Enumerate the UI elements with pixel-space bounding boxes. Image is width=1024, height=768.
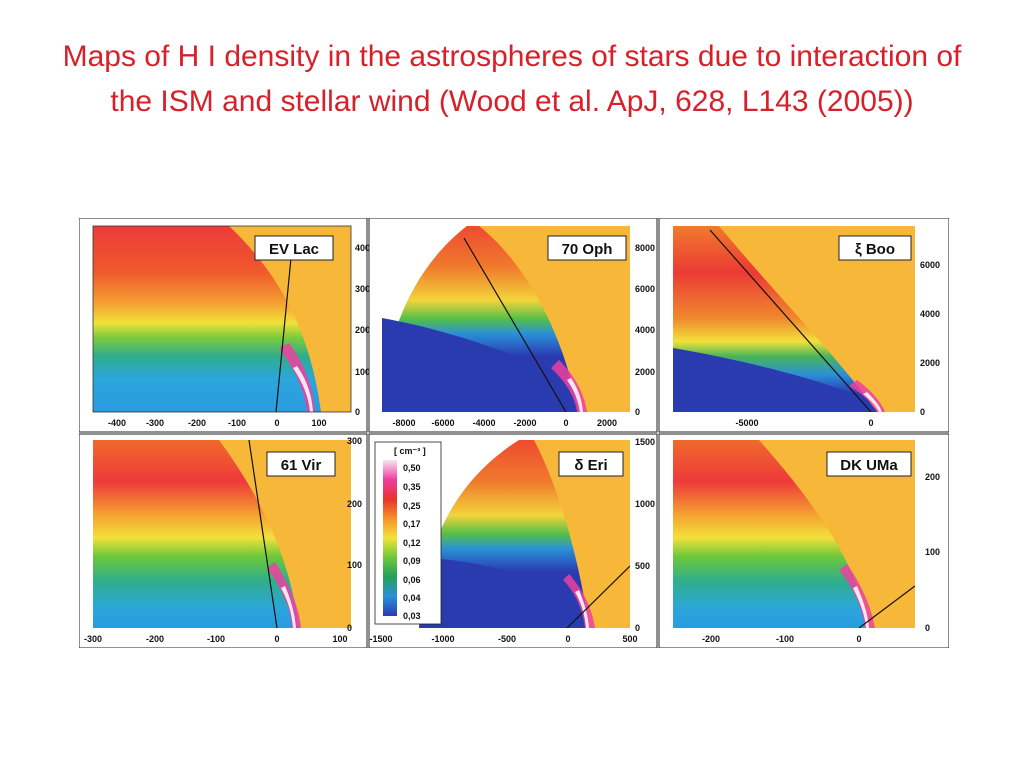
tick-label: -6000 <box>431 418 454 428</box>
tick-label: -2000 <box>513 418 536 428</box>
colorbar-level: 0,12 <box>403 538 421 548</box>
tick-label: 0 <box>868 418 873 428</box>
tick-label: -100 <box>776 634 794 644</box>
tick-label: 4000 <box>635 325 655 335</box>
tick-label: 0 <box>274 634 279 644</box>
tick-label: 200 <box>925 472 940 482</box>
tick-label: 500 <box>635 561 650 571</box>
tick-label: 0 <box>920 407 925 417</box>
tick-label: 6000 <box>635 284 655 294</box>
tick-label: 4000 <box>920 309 940 319</box>
tick-label: 1500 <box>635 437 655 447</box>
tick-label: 300 <box>355 284 370 294</box>
tick-label: -200 <box>146 634 164 644</box>
tick-label: 0 <box>347 623 352 633</box>
panel-xi-boo: ξ Boo -5000 0 0 2000 4000 6000 <box>658 218 949 433</box>
slide-title: Maps of H I density in the astrospheres … <box>62 40 962 118</box>
panel-label-dk-uma: DK UMa <box>840 457 898 474</box>
tick-label: 8000 <box>635 243 655 253</box>
tick-label: -4000 <box>472 418 495 428</box>
tick-label: 0 <box>635 623 640 633</box>
colorbar-level: 0,17 <box>403 519 421 529</box>
tick-label: 0 <box>563 418 568 428</box>
tick-label: 100 <box>925 547 940 557</box>
tick-label: -300 <box>84 634 102 644</box>
tick-label: -200 <box>702 634 720 644</box>
colorbar-unit: [ cm⁻³ ] <box>394 446 426 456</box>
tick-label: 2000 <box>920 358 940 368</box>
tick-label: 2000 <box>597 418 617 428</box>
tick-label: 0 <box>565 634 570 644</box>
panel-delta-eri: δ Eri [ cm⁻³ ] 0,50 0,35 0,25 0,17 0,12 … <box>368 433 658 648</box>
panel-label-70-oph: 70 Oph <box>562 241 613 258</box>
tick-label: -1500 <box>369 634 392 644</box>
tick-label: 0 <box>925 623 930 633</box>
tick-label: 0 <box>274 418 279 428</box>
colorbar-level: 0,03 <box>403 611 421 621</box>
tick-label: 100 <box>311 418 326 428</box>
tick-label: 200 <box>347 499 362 509</box>
tick-label: 200 <box>355 325 370 335</box>
tick-label: -100 <box>207 634 225 644</box>
colorbar-level: 0,50 <box>403 463 421 473</box>
tick-label: -100 <box>228 418 246 428</box>
tick-label: 100 <box>347 560 362 570</box>
astrosphere-maps: EV Lac -400 -300 -200 -100 0 100 0 100 2… <box>79 218 949 648</box>
tick-label: 1000 <box>635 499 655 509</box>
panel-label-xi-boo: ξ Boo <box>855 241 895 258</box>
tick-label: 0 <box>355 407 360 417</box>
tick-label: 0 <box>856 634 861 644</box>
tick-label: 6000 <box>920 260 940 270</box>
panel-ev-lac: EV Lac -400 -300 -200 -100 0 100 0 100 2… <box>79 218 370 433</box>
panel-dk-uma: DK UMa -200 -100 0 0 100 200 <box>658 433 949 648</box>
tick-label: -5000 <box>735 418 758 428</box>
tick-label: 500 <box>622 634 637 644</box>
tick-label: -300 <box>146 418 164 428</box>
tick-label: -400 <box>108 418 126 428</box>
tick-label: -200 <box>188 418 206 428</box>
tick-label: -8000 <box>392 418 415 428</box>
panel-label-ev-lac: EV Lac <box>269 241 319 258</box>
tick-label: -500 <box>498 634 516 644</box>
tick-label: -1000 <box>431 634 454 644</box>
colorbar-level: 0,35 <box>403 482 421 492</box>
panel-label-61-vir: 61 Vir <box>281 457 322 474</box>
tick-label: 100 <box>332 634 347 644</box>
astrosphere-figure: EV Lac -400 -300 -200 -100 0 100 0 100 2… <box>79 218 949 648</box>
colorbar: [ cm⁻³ ] 0,50 0,35 0,25 0,17 0,12 0,09 0… <box>374 441 442 625</box>
colorbar-level: 0,06 <box>403 575 421 585</box>
colorbar-level: 0,09 <box>403 556 421 566</box>
panel-70-oph: 70 Oph -8000 -6000 -4000 -2000 0 2000 0 … <box>368 218 658 433</box>
colorbar-level: 0,04 <box>403 593 421 603</box>
colorbar-level: 0,25 <box>403 501 421 511</box>
tick-label: 0 <box>635 407 640 417</box>
panel-61-vir: 61 Vir -300 -200 -100 0 100 0 100 200 30… <box>79 433 368 648</box>
tick-label: 100 <box>355 367 370 377</box>
tick-label: 2000 <box>635 367 655 377</box>
panel-label-delta-eri: δ Eri <box>574 457 607 474</box>
tick-label: 400 <box>355 243 370 253</box>
tick-label: 300 <box>347 436 362 446</box>
